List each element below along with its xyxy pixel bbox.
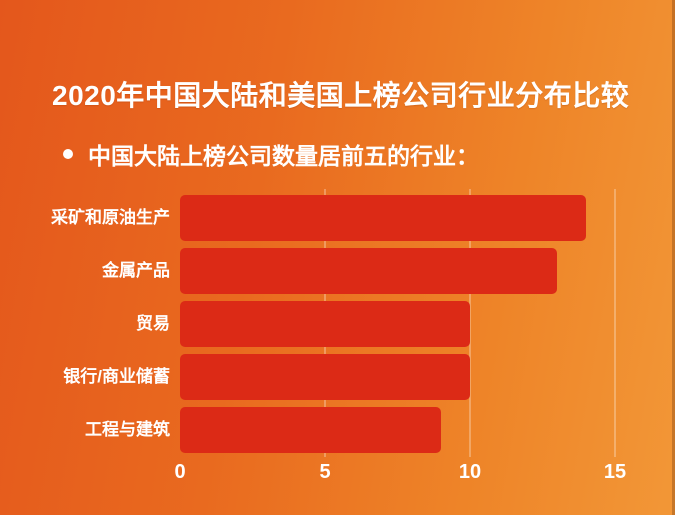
bar-row: 工程与建筑 [0, 407, 675, 453]
bar-track [180, 195, 615, 241]
category-label: 银行/商业储蓄 [63, 367, 170, 387]
bullet-icon [63, 149, 73, 159]
x-tick-label: 10 [458, 461, 482, 483]
x-tick-label: 5 [319, 461, 331, 483]
bar-row: 金属产品 [0, 248, 675, 294]
bar-track [180, 407, 615, 453]
bar [180, 248, 557, 294]
category-label: 贸易 [136, 314, 170, 334]
bar-track [180, 248, 615, 294]
bar [180, 301, 470, 347]
gridline [614, 189, 616, 457]
x-tick-label: 15 [603, 461, 627, 483]
bar-row: 银行/商业储蓄 [0, 354, 675, 400]
bar-track [180, 354, 615, 400]
x-axis: 0 5 10 15 [0, 461, 675, 493]
x-tick-label: 0 [174, 461, 186, 483]
category-label: 工程与建筑 [85, 420, 170, 440]
gridline [469, 189, 471, 457]
bar-row: 采矿和原油生产 [0, 195, 675, 241]
bar [180, 407, 441, 453]
subtitle-row: 中国大陆上榜公司数量居前五的行业： [63, 137, 479, 171]
bar-track [180, 301, 615, 347]
bar [180, 195, 586, 241]
category-label: 采矿和原油生产 [51, 208, 170, 228]
category-label: 金属产品 [102, 261, 170, 281]
bar [180, 354, 470, 400]
bar-chart: 采矿和原油生产金属产品贸易银行/商业储蓄工程与建筑 0 5 10 15 [0, 189, 675, 510]
bar-row: 贸易 [0, 301, 675, 347]
page-title: 2020年中国大陆和美国上榜公司行业分布比较 [52, 80, 630, 111]
subtitle-text: 中国大陆上榜公司数量居前五的行业： [88, 143, 479, 169]
